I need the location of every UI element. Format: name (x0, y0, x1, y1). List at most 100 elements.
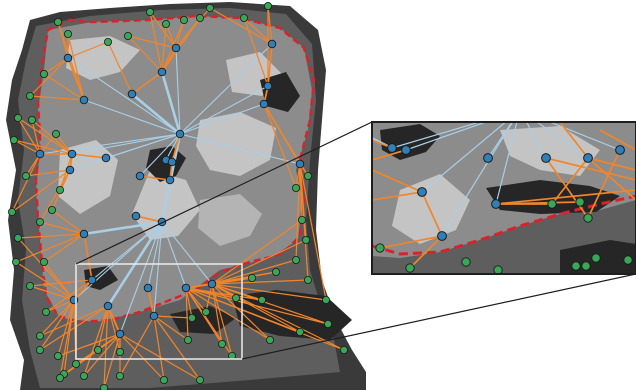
green-node (247, 273, 256, 282)
green-node (52, 129, 61, 138)
green-node (187, 313, 196, 322)
blue-node (263, 81, 273, 91)
green-node (291, 183, 300, 192)
green-node (257, 295, 266, 304)
orange-edge (135, 215, 163, 223)
blue-edge (161, 221, 213, 285)
orange-edge (59, 299, 75, 379)
green-node (7, 207, 16, 216)
zoom-blue-edge (495, 122, 518, 205)
orange-edge (211, 283, 237, 299)
orange-edge (17, 117, 73, 155)
orange-edge (171, 133, 181, 163)
blue-node (157, 67, 167, 77)
orange-edge (43, 261, 75, 301)
blue-node (143, 283, 153, 293)
orange-edge (15, 233, 85, 263)
green-node (40, 70, 49, 79)
orange-edge (17, 237, 75, 301)
green-node (40, 257, 49, 266)
orange-edge (267, 5, 273, 45)
orange-edge (211, 283, 263, 301)
green-node (297, 215, 306, 224)
orange-edge (119, 315, 155, 377)
orange-edge (185, 287, 207, 313)
zoom-connector-bottom (241, 273, 636, 360)
orange-edge (13, 139, 73, 155)
orange-edge (57, 299, 75, 357)
zoom-orange-edge (587, 149, 621, 219)
orange-edge (51, 209, 85, 235)
orange-edge (39, 133, 57, 155)
main-map (6, 2, 366, 390)
orange-edge (43, 233, 85, 263)
green-node (54, 351, 63, 360)
blue-edge (153, 221, 163, 317)
orange-edge (39, 305, 109, 351)
inset-selection-frame (75, 263, 243, 360)
zoom-orange-edge (409, 235, 443, 269)
green-node (25, 281, 34, 290)
zoom-green-node (581, 261, 591, 271)
green-node (104, 38, 113, 47)
orange-edge (185, 287, 223, 345)
orange-edge (39, 299, 75, 337)
blue-edge (179, 85, 269, 135)
orange-edge (31, 119, 41, 155)
zoom-blue-edge (391, 122, 482, 149)
green-node (13, 114, 22, 123)
zoom-blue-edge (548, 122, 621, 151)
orange-edge (209, 7, 273, 45)
zoom-green-node (547, 199, 557, 209)
green-node (21, 171, 30, 180)
zoom-orange-edge (372, 191, 423, 201)
green-node (116, 371, 125, 380)
orange-edge (147, 287, 155, 317)
orange-edge (119, 333, 201, 381)
green-node (303, 275, 312, 284)
orange-edge (83, 233, 93, 281)
green-node (291, 255, 300, 264)
zoom-terrain-dark (486, 180, 620, 214)
zoom-nodes-blue-group (387, 143, 625, 241)
blue-edge (139, 133, 181, 177)
orange-edge (211, 239, 307, 285)
blue-node (115, 329, 125, 339)
blue-trunk-edge (160, 71, 182, 135)
green-node (48, 205, 57, 214)
blue-node (135, 171, 145, 181)
blue-node (131, 211, 141, 221)
green-node (231, 293, 240, 302)
zoom-orange-edge (379, 235, 443, 249)
green-node (271, 267, 280, 276)
blue-node (167, 157, 177, 167)
blue-edge (73, 221, 163, 301)
green-node (195, 13, 204, 22)
zoom-terrain-light (392, 174, 470, 244)
zoom-inset-panel (371, 121, 636, 275)
green-node (161, 19, 170, 28)
green-node (54, 17, 63, 26)
zoom-green-node (375, 243, 385, 253)
green-node (217, 339, 226, 348)
zoom-blue-node (401, 145, 411, 155)
zoom-inset-frame (371, 121, 636, 275)
blue-node (295, 159, 305, 169)
terrain-light-blob (198, 194, 262, 246)
green-node (27, 116, 36, 125)
orange-edge (97, 305, 109, 351)
orange-edge (185, 283, 213, 289)
blue-node (63, 53, 73, 63)
zoom-orange-edge (372, 169, 423, 193)
blue-node (79, 95, 89, 105)
orange-edge (103, 333, 121, 389)
green-node (263, 2, 272, 10)
blue-edge (67, 57, 181, 135)
zoom-blue-edge (535, 122, 589, 159)
orange-edge (149, 11, 177, 49)
orange-edge (263, 103, 301, 165)
orange-edge (59, 333, 121, 379)
orange-edge (83, 305, 109, 377)
